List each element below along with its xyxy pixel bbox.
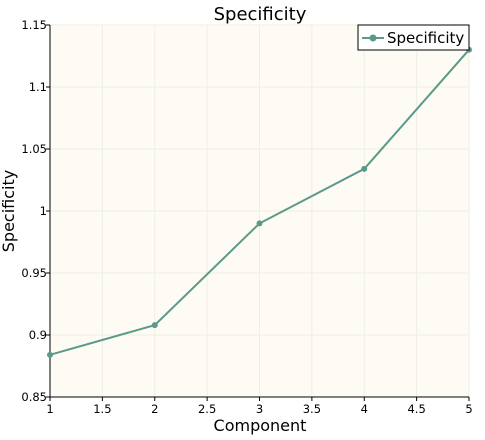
x-axis-title: Component [214,416,307,435]
chart-title: Specificity [214,4,307,25]
x-tick-label: 4 [361,402,368,416]
x-tick-label: 2 [151,402,158,416]
legend[interactable]: Specificity [357,24,470,51]
y-tick-label: 1.05 [21,142,47,156]
legend-series-label: Specificity [387,29,464,47]
x-tick-label: 2.5 [198,402,216,416]
y-axis-ticks: 0.85 0.9 0.95 1 1.05 1.1 1.15 [21,18,50,404]
data-point [361,165,368,172]
y-axis-title: Specificity [0,170,18,252]
x-axis-ticks: 1 1.5 2 2.5 3 3.5 4 4.5 5 [46,397,473,416]
x-tick-label: 4.5 [407,402,425,416]
x-tick-label: 5 [465,402,472,416]
y-tick-label: 0.9 [29,328,47,342]
y-tick-label: 1.15 [21,18,47,32]
x-tick-label: 1.5 [93,402,111,416]
y-tick-label: 1 [40,204,47,218]
data-point [151,322,158,329]
legend-series-marker [369,34,377,42]
x-tick-label: 3 [256,402,263,416]
x-tick-label: 1 [46,402,53,416]
y-tick-label: 0.95 [21,266,47,280]
y-tick-label: 0.85 [21,390,47,404]
y-tick-label: 1.1 [29,80,47,94]
data-point [47,351,53,358]
x-tick-label: 3.5 [303,402,321,416]
data-point [256,220,263,227]
